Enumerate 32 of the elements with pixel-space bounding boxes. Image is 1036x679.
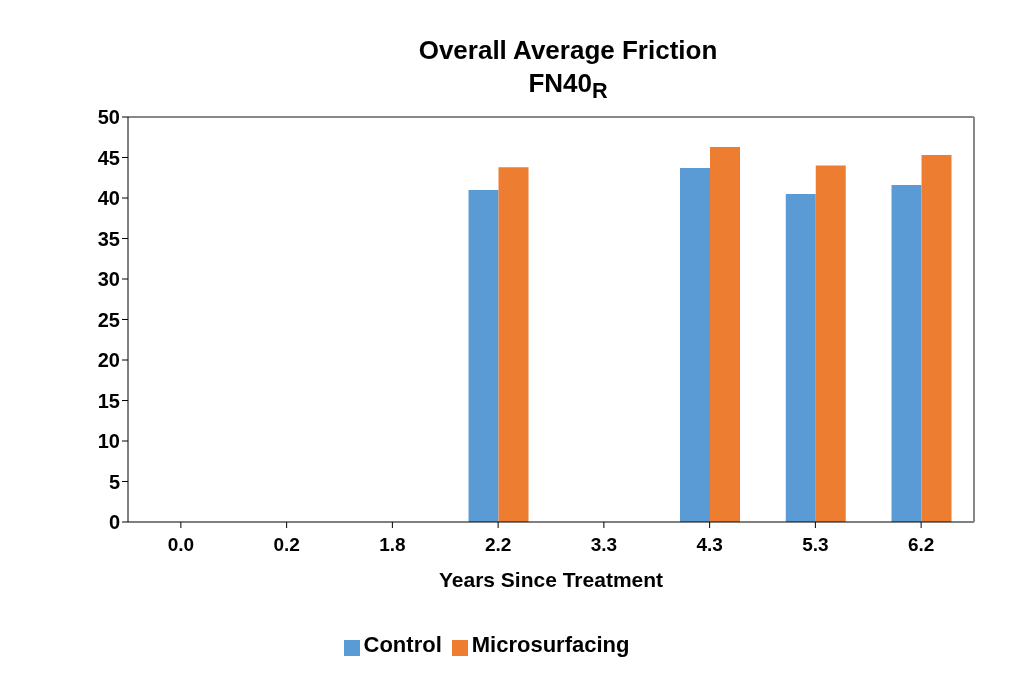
chart-subtitle: FN40$_{R}$	[528, 66, 608, 105]
x-tick-label: 1.8	[379, 534, 406, 556]
bar	[468, 189, 499, 522]
x-tick-label: 0.0	[167, 534, 195, 556]
y-tick-label: 35	[97, 227, 120, 250]
bar	[891, 185, 922, 522]
chart-title: Overall Average Friction	[418, 33, 718, 66]
y-tick-label: 20	[97, 349, 120, 372]
bar	[785, 193, 816, 522]
y-tick-label: 30	[97, 268, 120, 291]
bar	[680, 168, 711, 522]
legend-label: Microsurfacing	[471, 632, 630, 657]
y-tick-label: 40	[97, 187, 120, 210]
y-tick-label: 15	[97, 389, 120, 412]
y-tick-label: 5	[108, 470, 120, 493]
x-tick-label: 5.3	[802, 534, 829, 556]
bar	[921, 155, 952, 522]
legend-label: Control	[363, 632, 442, 657]
x-tick-label: 0.2	[273, 534, 300, 556]
bar	[815, 165, 846, 522]
x-tick-label: 2.2	[484, 534, 512, 556]
x-tick-label: 3.3	[590, 534, 618, 556]
x-axis-title: Years Since Treatment	[438, 568, 664, 591]
x-tick-label: 4.3	[696, 534, 723, 556]
y-tick-label: 0	[108, 511, 120, 534]
y-tick-label: 50	[97, 106, 120, 129]
y-tick-label: 25	[97, 308, 120, 331]
y-tick-label: 10	[97, 430, 120, 453]
bar	[710, 146, 741, 522]
x-tick-label: 6.2	[907, 534, 935, 556]
bar	[498, 167, 529, 522]
y-tick-label: 45	[97, 146, 120, 169]
